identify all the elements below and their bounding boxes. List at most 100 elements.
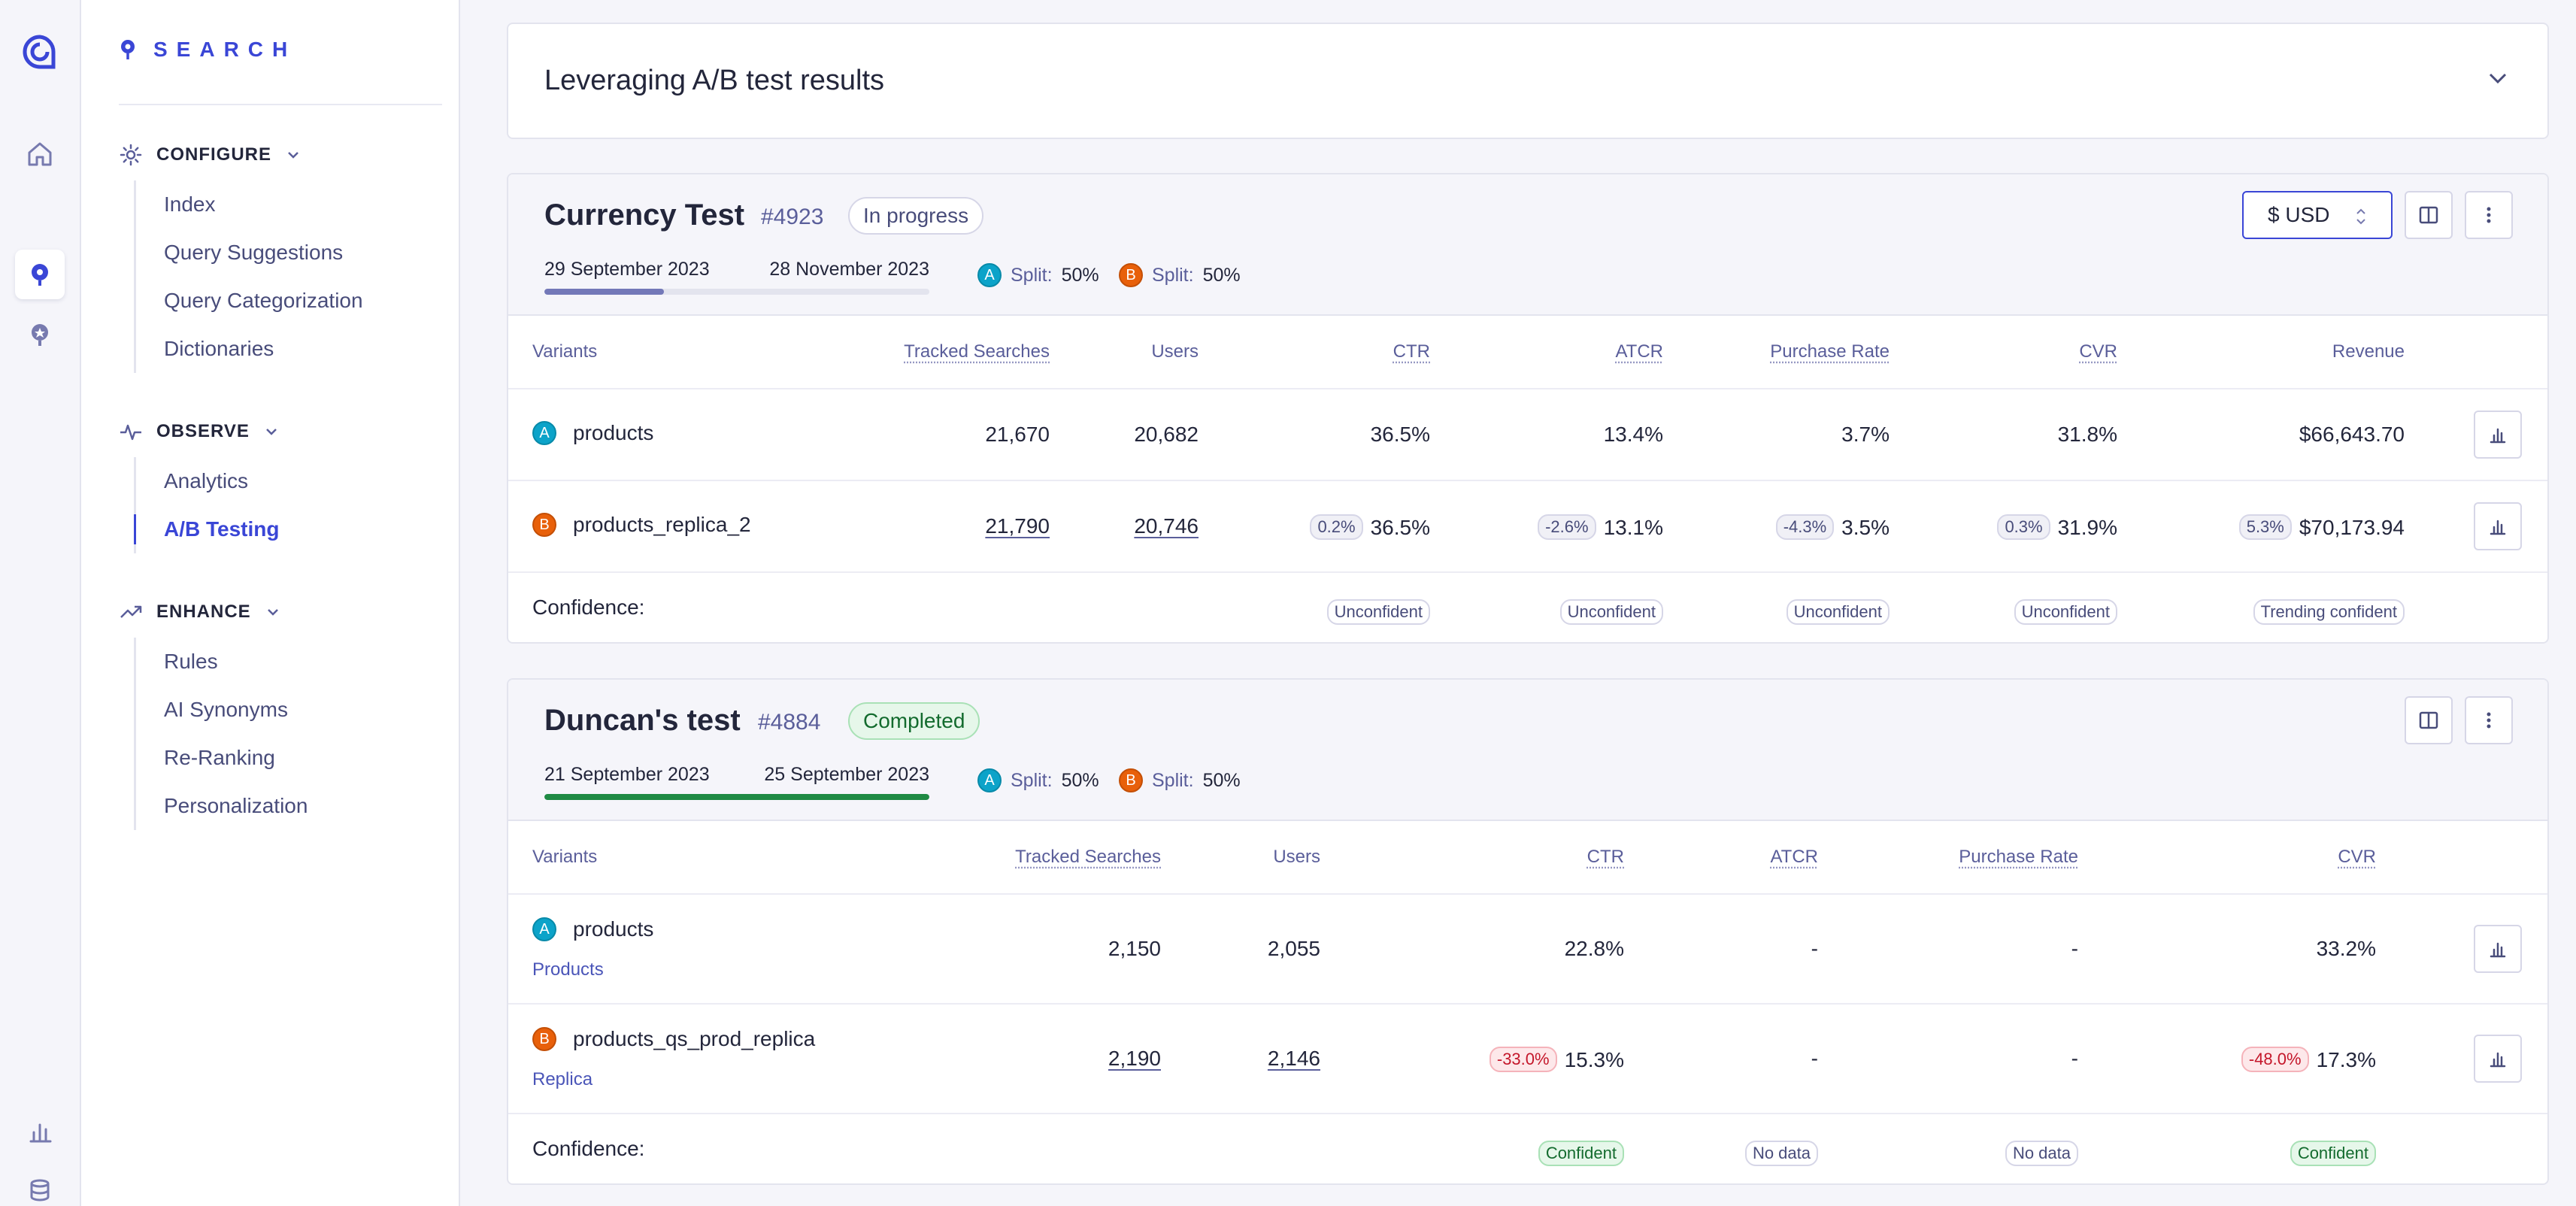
section-header-configure[interactable]: CONFIGURE <box>119 140 435 170</box>
ctr-value: 36.5% <box>1370 516 1430 539</box>
section-title: OBSERVE <box>156 421 250 441</box>
variant-a-icon: A <box>977 768 1002 792</box>
col-tracked-searches[interactable]: Tracked Searches <box>1015 847 1161 867</box>
tracked-searches-value: 21,670 <box>985 423 1050 446</box>
delta-badge: -48.0% <box>2241 1047 2309 1072</box>
delta-badge: 0.3% <box>1997 514 2050 540</box>
variant-name[interactable]: B products_replica_2 <box>532 513 751 537</box>
currency-select[interactable]: $ USD <box>2242 191 2393 239</box>
variant-label: products <box>573 917 654 941</box>
end-date: 28 November 2023 <box>769 259 929 280</box>
tracked-searches-value[interactable]: 21,790 <box>985 514 1050 538</box>
purchase-confidence-badge: Unconfident <box>1786 599 1890 625</box>
split-value: 50% <box>1061 769 1099 791</box>
split-value: 50% <box>1061 264 1099 286</box>
revenue-cell: 5.3% $70,173.94 <box>2238 514 2405 540</box>
more-vertical-icon <box>2487 712 2491 729</box>
ctr-cell: 0.2% 36.5% <box>1310 514 1430 540</box>
users-value[interactable]: 20,746 <box>1134 514 1199 538</box>
col-tracked-searches[interactable]: Tracked Searches <box>904 341 1050 362</box>
cvr-value: 31.9% <box>2057 516 2117 539</box>
test-id: #4923 <box>761 205 824 229</box>
col-purchase-rate[interactable]: Purchase Rate <box>1770 341 1890 362</box>
atcr-value: - <box>1811 1047 1818 1070</box>
variant-a-icon: A <box>977 263 1002 287</box>
currency-value: $ USD <box>2268 203 2330 226</box>
sidebar-divider <box>119 104 442 105</box>
sidebar-item-dictionaries[interactable]: Dictionaries <box>164 337 274 360</box>
col-ctr[interactable]: CTR <box>1393 341 1430 362</box>
accordion-title: Leveraging A/B test results <box>544 65 885 96</box>
section-header-enhance[interactable]: ENHANCE <box>119 597 435 627</box>
col-revenue: Revenue <box>2332 341 2405 362</box>
home-icon[interactable] <box>15 129 65 179</box>
confidence-label: Confidence: <box>532 595 645 619</box>
purchase-rate-value: 3.5% <box>1841 516 1890 539</box>
end-date: 25 September 2023 <box>764 764 929 785</box>
pulse-icon <box>120 424 141 441</box>
sidebar-item-ab-testing[interactable]: A/B Testing <box>134 505 435 553</box>
accordion-leveraging-results[interactable]: Leveraging A/B test results <box>507 23 2549 139</box>
sidebar-item-personalization[interactable]: Personalization <box>164 794 308 817</box>
brand-text: SEARCH <box>153 38 297 61</box>
brand[interactable]: SEARCH <box>119 38 296 62</box>
tracked-searches-value[interactable]: 2,190 <box>1108 1047 1161 1070</box>
split-label: Split: <box>1011 769 1053 791</box>
chart-button[interactable] <box>2474 502 2522 550</box>
chart-button[interactable] <box>2474 1035 2522 1083</box>
cvr-cell: 0.3% 31.9% <box>1997 514 2117 540</box>
variant-a-icon: A <box>532 421 556 445</box>
chart-button[interactable] <box>2474 411 2522 459</box>
users-value[interactable]: 2,146 <box>1267 1047 1320 1070</box>
search-product-icon[interactable] <box>15 250 65 299</box>
section-header-observe[interactable]: OBSERVE <box>119 417 435 447</box>
status-badge: Completed <box>848 702 980 740</box>
col-atcr[interactable]: ATCR <box>1615 341 1663 362</box>
columns-button[interactable] <box>2405 696 2453 744</box>
col-variants: Variants <box>532 847 598 867</box>
more-options-button[interactable] <box>2465 696 2513 744</box>
delta-badge: 0.2% <box>1310 514 1363 540</box>
search-pin-icon <box>121 40 135 59</box>
chart-button[interactable] <box>2474 925 2522 973</box>
variant-name[interactable]: B products_qs_prod_replica <box>532 1027 815 1051</box>
col-purchase-rate[interactable]: Purchase Rate <box>1959 847 2078 867</box>
variant-b-icon: B <box>532 513 556 537</box>
variant-index-label[interactable]: Products <box>532 959 604 980</box>
users-value: 2,055 <box>1267 937 1320 960</box>
revenue-value: $66,643.70 <box>2299 423 2405 446</box>
atcr-value: - <box>1811 937 1818 960</box>
col-users: Users <box>1151 341 1199 362</box>
ctr-confidence-badge: Confident <box>1538 1141 1624 1166</box>
variant-name[interactable]: A products <box>532 917 653 941</box>
sidebar-item-analytics[interactable]: Analytics <box>164 469 249 492</box>
recommend-product-icon[interactable] <box>15 310 65 359</box>
col-cvr[interactable]: CVR <box>2338 847 2376 867</box>
database-icon[interactable] <box>15 1165 65 1206</box>
chevron-down-icon <box>267 609 278 616</box>
variant-a-icon: A <box>532 917 556 941</box>
analytics-rail-icon[interactable] <box>15 1107 65 1156</box>
col-ctr[interactable]: CTR <box>1587 847 1624 867</box>
ctr-confidence-badge: Unconfident <box>1326 599 1430 625</box>
sidebar-item-query-suggestions[interactable]: Query Suggestions <box>164 241 344 264</box>
variant-label: products_replica_2 <box>573 513 751 536</box>
sidebar-item-query-categorization[interactable]: Query Categorization <box>164 289 363 312</box>
sidebar-item-re-ranking[interactable]: Re-Ranking <box>164 746 275 769</box>
chevron-down-icon[interactable] <box>2484 65 2511 92</box>
split-b: B Split: 50% <box>1119 263 1241 287</box>
ctr-cell: -33.0% 15.3% <box>1489 1047 1624 1072</box>
variant-name[interactable]: A products <box>532 421 653 445</box>
col-atcr[interactable]: ATCR <box>1770 847 1818 867</box>
split-b: B Split: 50% <box>1119 768 1241 792</box>
sidebar-item-rules[interactable]: Rules <box>164 650 218 673</box>
col-cvr[interactable]: CVR <box>2079 341 2117 362</box>
algolia-logo-icon[interactable] <box>15 27 65 77</box>
sidebar-item-ai-synonyms[interactable]: AI Synonyms <box>164 698 288 721</box>
cvr-confidence-badge: Unconfident <box>2014 599 2117 625</box>
delta-badge: 5.3% <box>2238 514 2292 540</box>
variant-index-label[interactable]: Replica <box>532 1069 593 1089</box>
more-options-button[interactable] <box>2465 191 2513 239</box>
sidebar-item-index[interactable]: Index <box>164 192 216 216</box>
columns-button[interactable] <box>2405 191 2453 239</box>
